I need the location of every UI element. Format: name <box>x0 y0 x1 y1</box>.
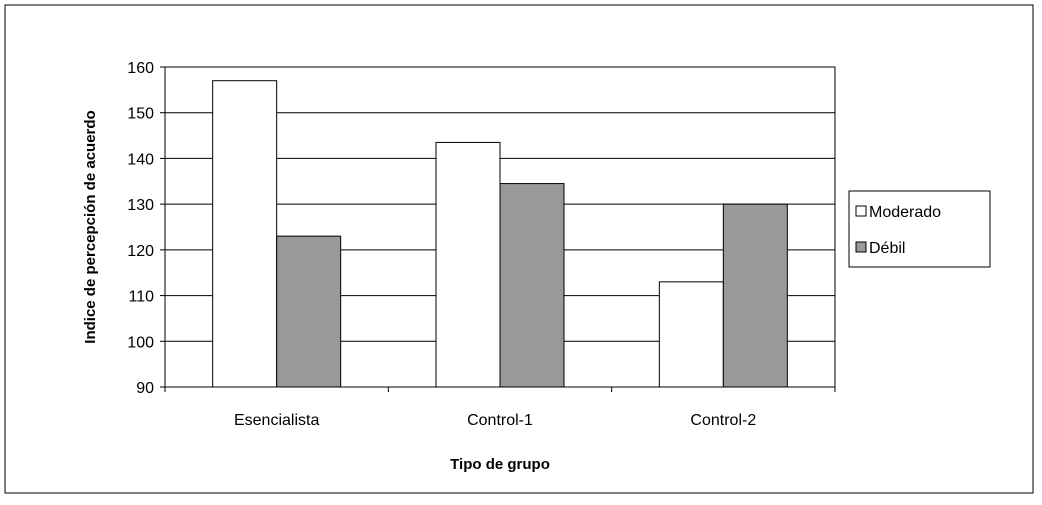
legend-box <box>848 190 991 268</box>
legend-label: Moderado <box>869 204 941 221</box>
x-tick-label: Esencialista <box>234 412 319 429</box>
bar-moderado-control-1 <box>435 141 501 388</box>
legend: Moderado Débil <box>848 190 991 268</box>
bar-moderado-control-2 <box>658 281 724 388</box>
bar-moderado-esencialista <box>212 80 278 388</box>
x-axis: Esencialista Control-1 Control-2 <box>164 387 836 429</box>
legend-swatch <box>855 205 867 217</box>
y-axis: 90 100 110 120 130 140 150 160 <box>127 60 165 397</box>
y-tick-label: 160 <box>127 60 154 77</box>
y-tick-label: 140 <box>127 151 154 168</box>
y-tick-label: 150 <box>127 106 154 123</box>
y-tick-label: 100 <box>127 334 154 351</box>
plot-area-border <box>164 66 836 388</box>
bar-d-bil-control-2 <box>722 203 788 388</box>
legend-label: Débil <box>869 240 905 257</box>
y-axis-title: Indice de percepción de acuerdo <box>82 110 99 343</box>
bar-d-bil-esencialista <box>276 235 342 388</box>
y-tick-label: 130 <box>127 197 154 214</box>
x-tick-label: Control-2 <box>690 412 756 429</box>
legend-swatch <box>855 241 867 253</box>
x-axis-title: Tipo de grupo <box>450 456 550 473</box>
y-tick-label: 110 <box>128 289 154 306</box>
y-tick-label: 90 <box>136 380 154 397</box>
bar-d-bil-control-1 <box>499 183 565 388</box>
bars <box>212 80 788 388</box>
x-tick-label: Control-1 <box>467 412 533 429</box>
y-tick-label: 120 <box>127 243 154 260</box>
